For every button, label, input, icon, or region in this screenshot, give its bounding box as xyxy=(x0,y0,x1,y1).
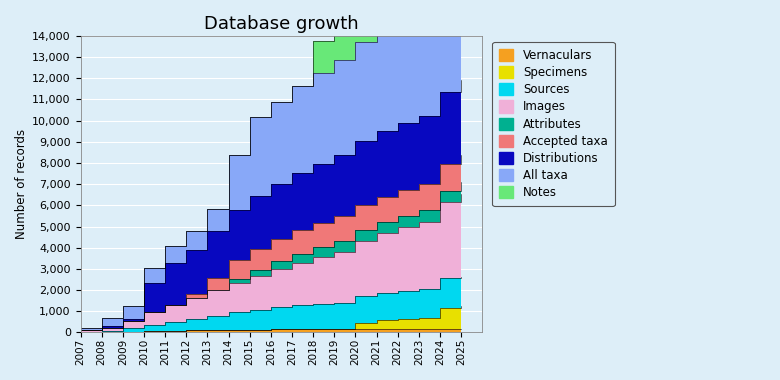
Title: Database growth: Database growth xyxy=(204,15,359,33)
Legend: Vernaculars, Specimens, Sources, Images, Attributes, Accepted taxa, Distribution: Vernaculars, Specimens, Sources, Images,… xyxy=(492,42,615,206)
Y-axis label: Number of records: Number of records xyxy=(15,129,28,239)
